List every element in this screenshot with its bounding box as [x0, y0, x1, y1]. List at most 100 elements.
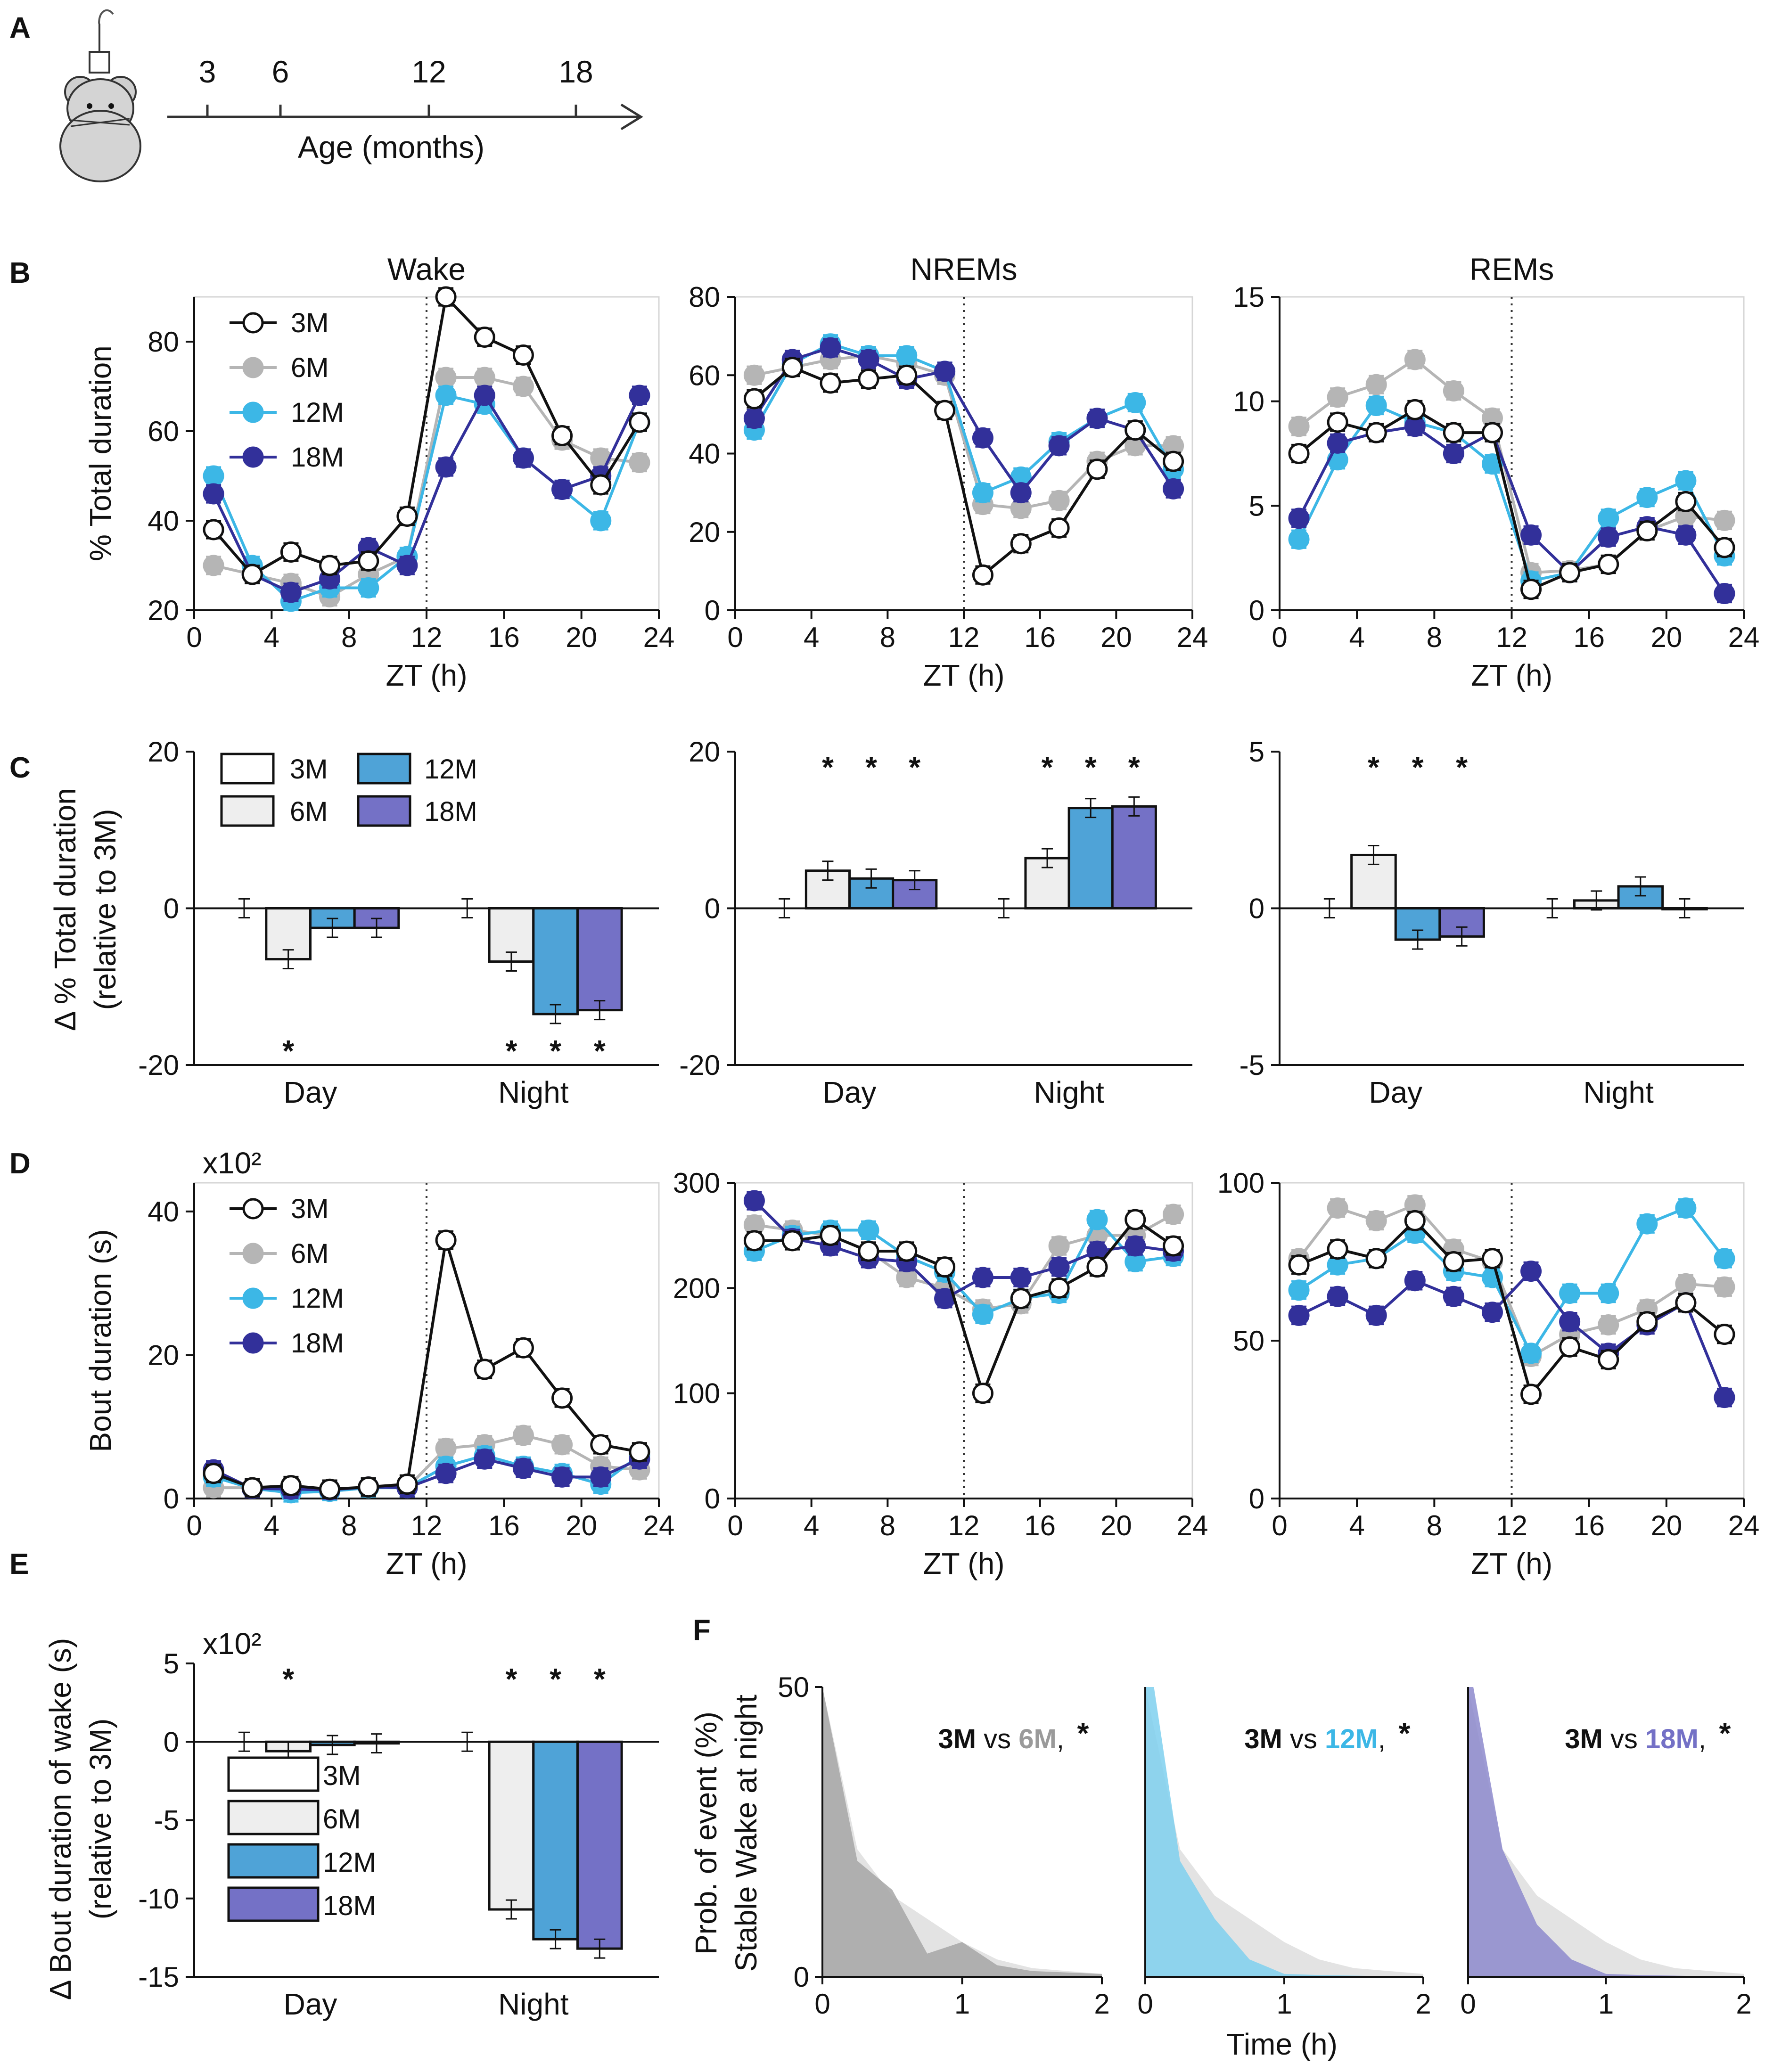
B-nrem-xtick-label: 4 — [804, 622, 819, 653]
mouse-body — [59, 110, 141, 182]
E-panel: -15 -10 -5 0 5 Day * Night * * * — [138, 1648, 659, 2021]
B-nrem-point-18M — [1010, 482, 1032, 504]
E-category-Day: Day — [284, 1987, 337, 2021]
B-rem-point-12M — [1365, 395, 1387, 417]
E-legend: 3M 6M 12M 18M — [227, 1756, 376, 1922]
F-xtick-label: 2 — [1415, 1988, 1431, 2020]
B-rem-ytick-label: 0 — [1249, 595, 1264, 626]
B-rem-point-6M — [1327, 386, 1348, 408]
D-rem-point-18M — [1481, 1302, 1503, 1323]
D-rem-point-3M — [1636, 1311, 1658, 1333]
B-wake-xtick-label: 0 — [186, 622, 202, 653]
mouse-cable — [98, 9, 114, 24]
B-nrem-point-3M — [1086, 459, 1108, 480]
D-rem-point-18M — [1327, 1286, 1348, 1307]
D-nrem-point-3M — [858, 1240, 879, 1262]
B-nrem-point-12M — [896, 345, 918, 367]
C-legend-label-18M: 18M — [424, 796, 477, 827]
D-nrem-xtick-label: 20 — [1100, 1510, 1132, 1541]
timeline-arrowhead — [620, 103, 643, 131]
D-rem-point-6M — [1675, 1273, 1697, 1294]
D-rem-point-6M — [1714, 1276, 1735, 1298]
B-nrem-point-3M — [820, 372, 841, 394]
B-wake-ytick-label: 60 — [148, 416, 179, 447]
B-rem-point-12M — [1598, 508, 1619, 529]
C-wake-significance-star: * — [550, 1034, 561, 1068]
B-rem-xtick-label: 0 — [1272, 622, 1287, 653]
C-wake-bar-Night-12M — [532, 907, 579, 1016]
E-legend-label-18M: 18M — [323, 1891, 376, 1921]
D-wake-ytick-label: 20 — [148, 1339, 179, 1371]
B-wake-ytick-label: 40 — [148, 505, 179, 537]
D-rem-point-3M — [1443, 1251, 1464, 1272]
B-nrem-point-3M — [743, 388, 765, 409]
legend-label-18M: 18M — [291, 1328, 344, 1359]
B-rem-point-18M — [1327, 432, 1348, 454]
D-nrem-point-3M — [1125, 1209, 1146, 1230]
C-rem-bar-Night-12M — [1617, 885, 1664, 909]
B-nrem-point-18M — [972, 427, 993, 449]
legend-marker-18M — [242, 446, 264, 468]
D-rem-xtick-label: 0 — [1272, 1510, 1287, 1541]
D-rem-point-3M — [1481, 1248, 1503, 1269]
E-ylabel: Δ Bout duration of wake (s) — [43, 1638, 77, 2000]
B-rem-point-18M — [1520, 524, 1542, 546]
E-legend-label-12M: 12M — [323, 1847, 376, 1878]
F-area-12M — [1145, 1687, 1423, 1977]
F-area-6M — [822, 1687, 1102, 1977]
C-nrem-category-Night: Night — [1034, 1075, 1104, 1109]
F-ylabel2: Stable Wake at night — [729, 1695, 763, 1972]
E-ylabel2: (relative to 3M) — [83, 1719, 117, 1920]
timeline-label: Age (months) — [298, 130, 484, 164]
F-significance-star: * — [1399, 1716, 1411, 1750]
D-nrem-point-18M — [972, 1267, 993, 1288]
D-nrem-point-18M — [1048, 1256, 1070, 1278]
B-nrem-point-3M — [896, 364, 918, 386]
D-rem-xlabel: ZT (h) — [1471, 1547, 1552, 1581]
C-legend-label-6M: 6M — [290, 796, 328, 827]
B-wake-point-3M — [203, 519, 224, 541]
B-rem-point-3M — [1443, 422, 1464, 443]
B-nrem-xtick-label: 0 — [727, 622, 743, 653]
D-nrem-xtick-label: 24 — [1177, 1510, 1208, 1541]
E-ytick-label: 5 — [164, 1648, 179, 1679]
B-wake-xtick-label: 16 — [488, 622, 520, 653]
C-wake-bar-Night-18M — [576, 907, 623, 1012]
legend-marker-12M — [242, 1287, 264, 1309]
F-ylabel: Prob. of event (%) — [689, 1712, 723, 1955]
C-nrem-significance-star: * — [909, 750, 920, 784]
timeline-tick-label: 12 — [411, 54, 446, 89]
D-rem-point-3M — [1559, 1336, 1581, 1358]
F-xtick-label: 1 — [954, 1988, 970, 2020]
legend-marker-18M — [242, 1332, 264, 1354]
D-wake-point-6M — [435, 1437, 457, 1459]
D-wake-point-18M — [551, 1466, 573, 1488]
D-rem-point-6M — [1365, 1210, 1387, 1231]
D-rem-panel: 0 4 8 12 16 20 24 0 50 100 ZT (h) — [1217, 1167, 1759, 1581]
C-wake-significance-star: * — [282, 1034, 294, 1068]
B-wake-ytick-label: 80 — [148, 326, 179, 358]
B-rem-point-3M — [1636, 520, 1658, 542]
mouse-whisker — [70, 118, 130, 127]
B-rem-point-3M — [1714, 537, 1735, 558]
legend-label-12M: 12M — [291, 397, 344, 428]
panel-label-D: D — [9, 1147, 31, 1180]
B-rem-point-18M — [1598, 526, 1619, 548]
B-nrem-point-3M — [1010, 533, 1032, 555]
D-wake-point-18M — [590, 1466, 612, 1488]
D-wake-xtick-label: 20 — [566, 1510, 597, 1541]
E-legend-swatch-18M — [227, 1886, 320, 1922]
F-comparison-label: 3M vs 6M, — [938, 1724, 1064, 1754]
B-wake-xlabel: ZT (h) — [386, 658, 467, 692]
D-rem-point-3M — [1327, 1238, 1348, 1260]
D-rem-point-3M — [1598, 1349, 1619, 1370]
legend-marker-6M — [242, 357, 264, 378]
D-wake-point-18M — [474, 1448, 495, 1470]
B-nrem-point-12M — [1125, 392, 1146, 413]
D-rem-xtick-label: 16 — [1573, 1510, 1605, 1541]
E-legend-swatch-6M — [227, 1800, 320, 1835]
D-nrem-panel: 0 4 8 12 16 20 24 0 100 200 300 ZT (h) — [673, 1167, 1208, 1581]
D-rem-point-18M — [1443, 1286, 1464, 1307]
B-nrem-xtick-label: 8 — [880, 622, 895, 653]
B-wake-point-18M — [551, 479, 573, 500]
